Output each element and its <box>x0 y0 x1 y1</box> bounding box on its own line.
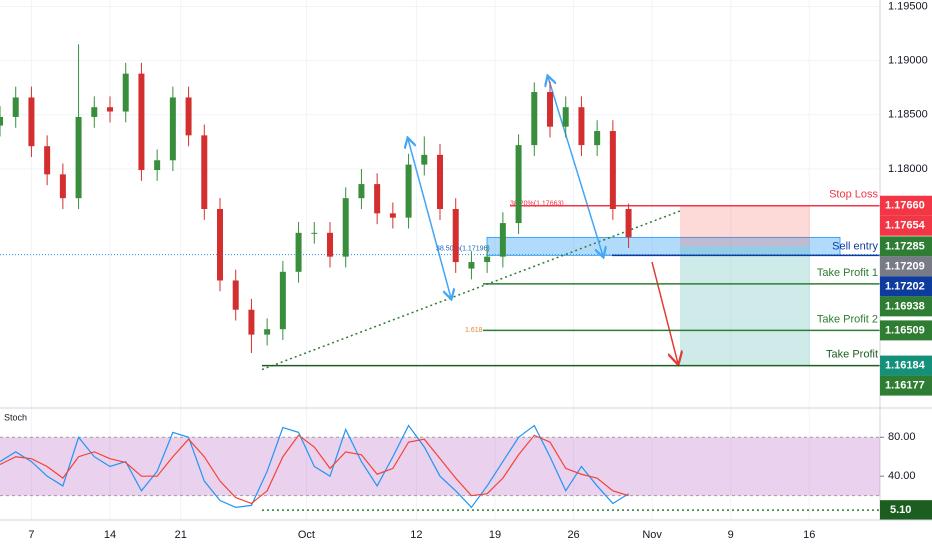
level-label: Take Profit 1 <box>817 267 878 279</box>
candle-body <box>44 146 51 175</box>
candle-body <box>138 73 145 171</box>
candle-body <box>28 97 35 147</box>
price-tag <box>880 320 932 341</box>
x-tick-label: Nov <box>642 529 662 541</box>
candle-body <box>594 131 601 146</box>
level-label: Take Profit 2 <box>817 313 878 325</box>
stoch-tag <box>880 500 932 521</box>
price-tag-label: 1.17209 <box>885 260 925 272</box>
reward-box <box>680 246 810 366</box>
candle-body <box>468 262 475 269</box>
price-tag <box>880 276 932 297</box>
price-tag <box>880 195 932 216</box>
price-tag <box>880 215 932 236</box>
candle-body <box>264 329 271 335</box>
candle-body <box>59 174 66 199</box>
candle-body <box>311 232 318 234</box>
candle-body <box>295 232 302 272</box>
candle-body <box>609 131 616 209</box>
risk-box <box>680 205 810 247</box>
candle-body <box>217 208 223 281</box>
candle-body <box>578 107 585 146</box>
price-tag <box>880 256 932 277</box>
candle-body <box>405 164 412 218</box>
candle-body <box>499 223 506 257</box>
x-tick-label: 14 <box>104 529 116 541</box>
candle-body <box>0 116 3 126</box>
candle-body <box>122 73 129 112</box>
level-label: Sell entry <box>832 240 878 252</box>
x-tick-label: 12 <box>410 529 422 541</box>
candle-body <box>154 160 161 171</box>
x-tick-label: 21 <box>175 529 187 541</box>
measure-arrow <box>548 77 603 256</box>
candle-body <box>12 97 19 117</box>
candle-body <box>515 145 522 224</box>
candle-body <box>342 198 349 257</box>
candle-body <box>91 107 98 117</box>
x-tick-label: 16 <box>803 529 815 541</box>
annotation: 38.50%(1.17196) <box>436 245 490 252</box>
x-tick-label: Oct <box>298 529 315 541</box>
candle-body <box>389 213 396 218</box>
price-tag-label: 1.16938 <box>885 300 925 312</box>
y-tick-label: 1.18000 <box>888 163 928 175</box>
candle-body <box>107 107 113 112</box>
annotation: 38.20%(1.17663) <box>510 201 564 208</box>
x-tick-label: 19 <box>489 529 501 541</box>
candle-body <box>358 184 365 199</box>
candle-body <box>248 309 255 335</box>
stoch-title: Stoch <box>4 412 27 422</box>
price-tag <box>880 236 932 257</box>
candle-body <box>562 107 569 127</box>
candle-body <box>232 280 239 310</box>
measure-arrow <box>408 139 451 298</box>
y-tick-label: 40.00 <box>888 470 916 482</box>
candle-body <box>169 97 176 161</box>
candle-body <box>421 154 428 165</box>
annotation: 1.618 <box>465 327 483 334</box>
stoch-line <box>0 424 629 509</box>
price-tag <box>880 375 932 396</box>
price-tag-label: 1.16177 <box>885 379 925 391</box>
candle-body <box>75 116 82 199</box>
stoch-band <box>0 437 880 496</box>
candle-body <box>452 208 459 263</box>
candle-body <box>547 92 553 127</box>
price-tag-label: 1.17654 <box>885 220 926 232</box>
stoch-line <box>0 434 629 505</box>
target-arrow <box>651 261 678 364</box>
y-tick-label: 80.00 <box>888 431 916 443</box>
x-tick-label: 7 <box>28 529 34 541</box>
trendline <box>261 210 681 371</box>
price-tag <box>880 355 932 376</box>
candle-body <box>374 184 381 214</box>
price-tag-label: 1.16184 <box>885 359 926 371</box>
level-label: Take Profit <box>826 348 878 360</box>
price-tag <box>880 296 932 317</box>
candle-body <box>484 256 491 263</box>
candle-body <box>185 97 192 136</box>
candle-body <box>531 92 538 146</box>
candle-body <box>625 208 632 238</box>
candle-body <box>279 271 286 330</box>
y-tick-label: 1.18500 <box>888 109 928 121</box>
candle-body <box>201 135 208 209</box>
y-tick-label: 1.19500 <box>888 0 928 12</box>
candle-body <box>327 232 333 257</box>
candle-body <box>437 154 443 209</box>
price-tag-label: 1.17660 <box>885 200 925 212</box>
price-tag-label: 1.17202 <box>885 280 925 292</box>
price-tag-label: 1.17285 <box>885 240 925 252</box>
x-tick-label: 9 <box>728 529 734 541</box>
price-tag-label: 1.16509 <box>885 324 925 336</box>
stoch-tag-label: 5.10 <box>890 504 911 516</box>
level-label: Stop Loss <box>829 189 878 201</box>
y-tick-label: 1.19000 <box>888 55 928 67</box>
x-tick-label: 26 <box>567 529 579 541</box>
